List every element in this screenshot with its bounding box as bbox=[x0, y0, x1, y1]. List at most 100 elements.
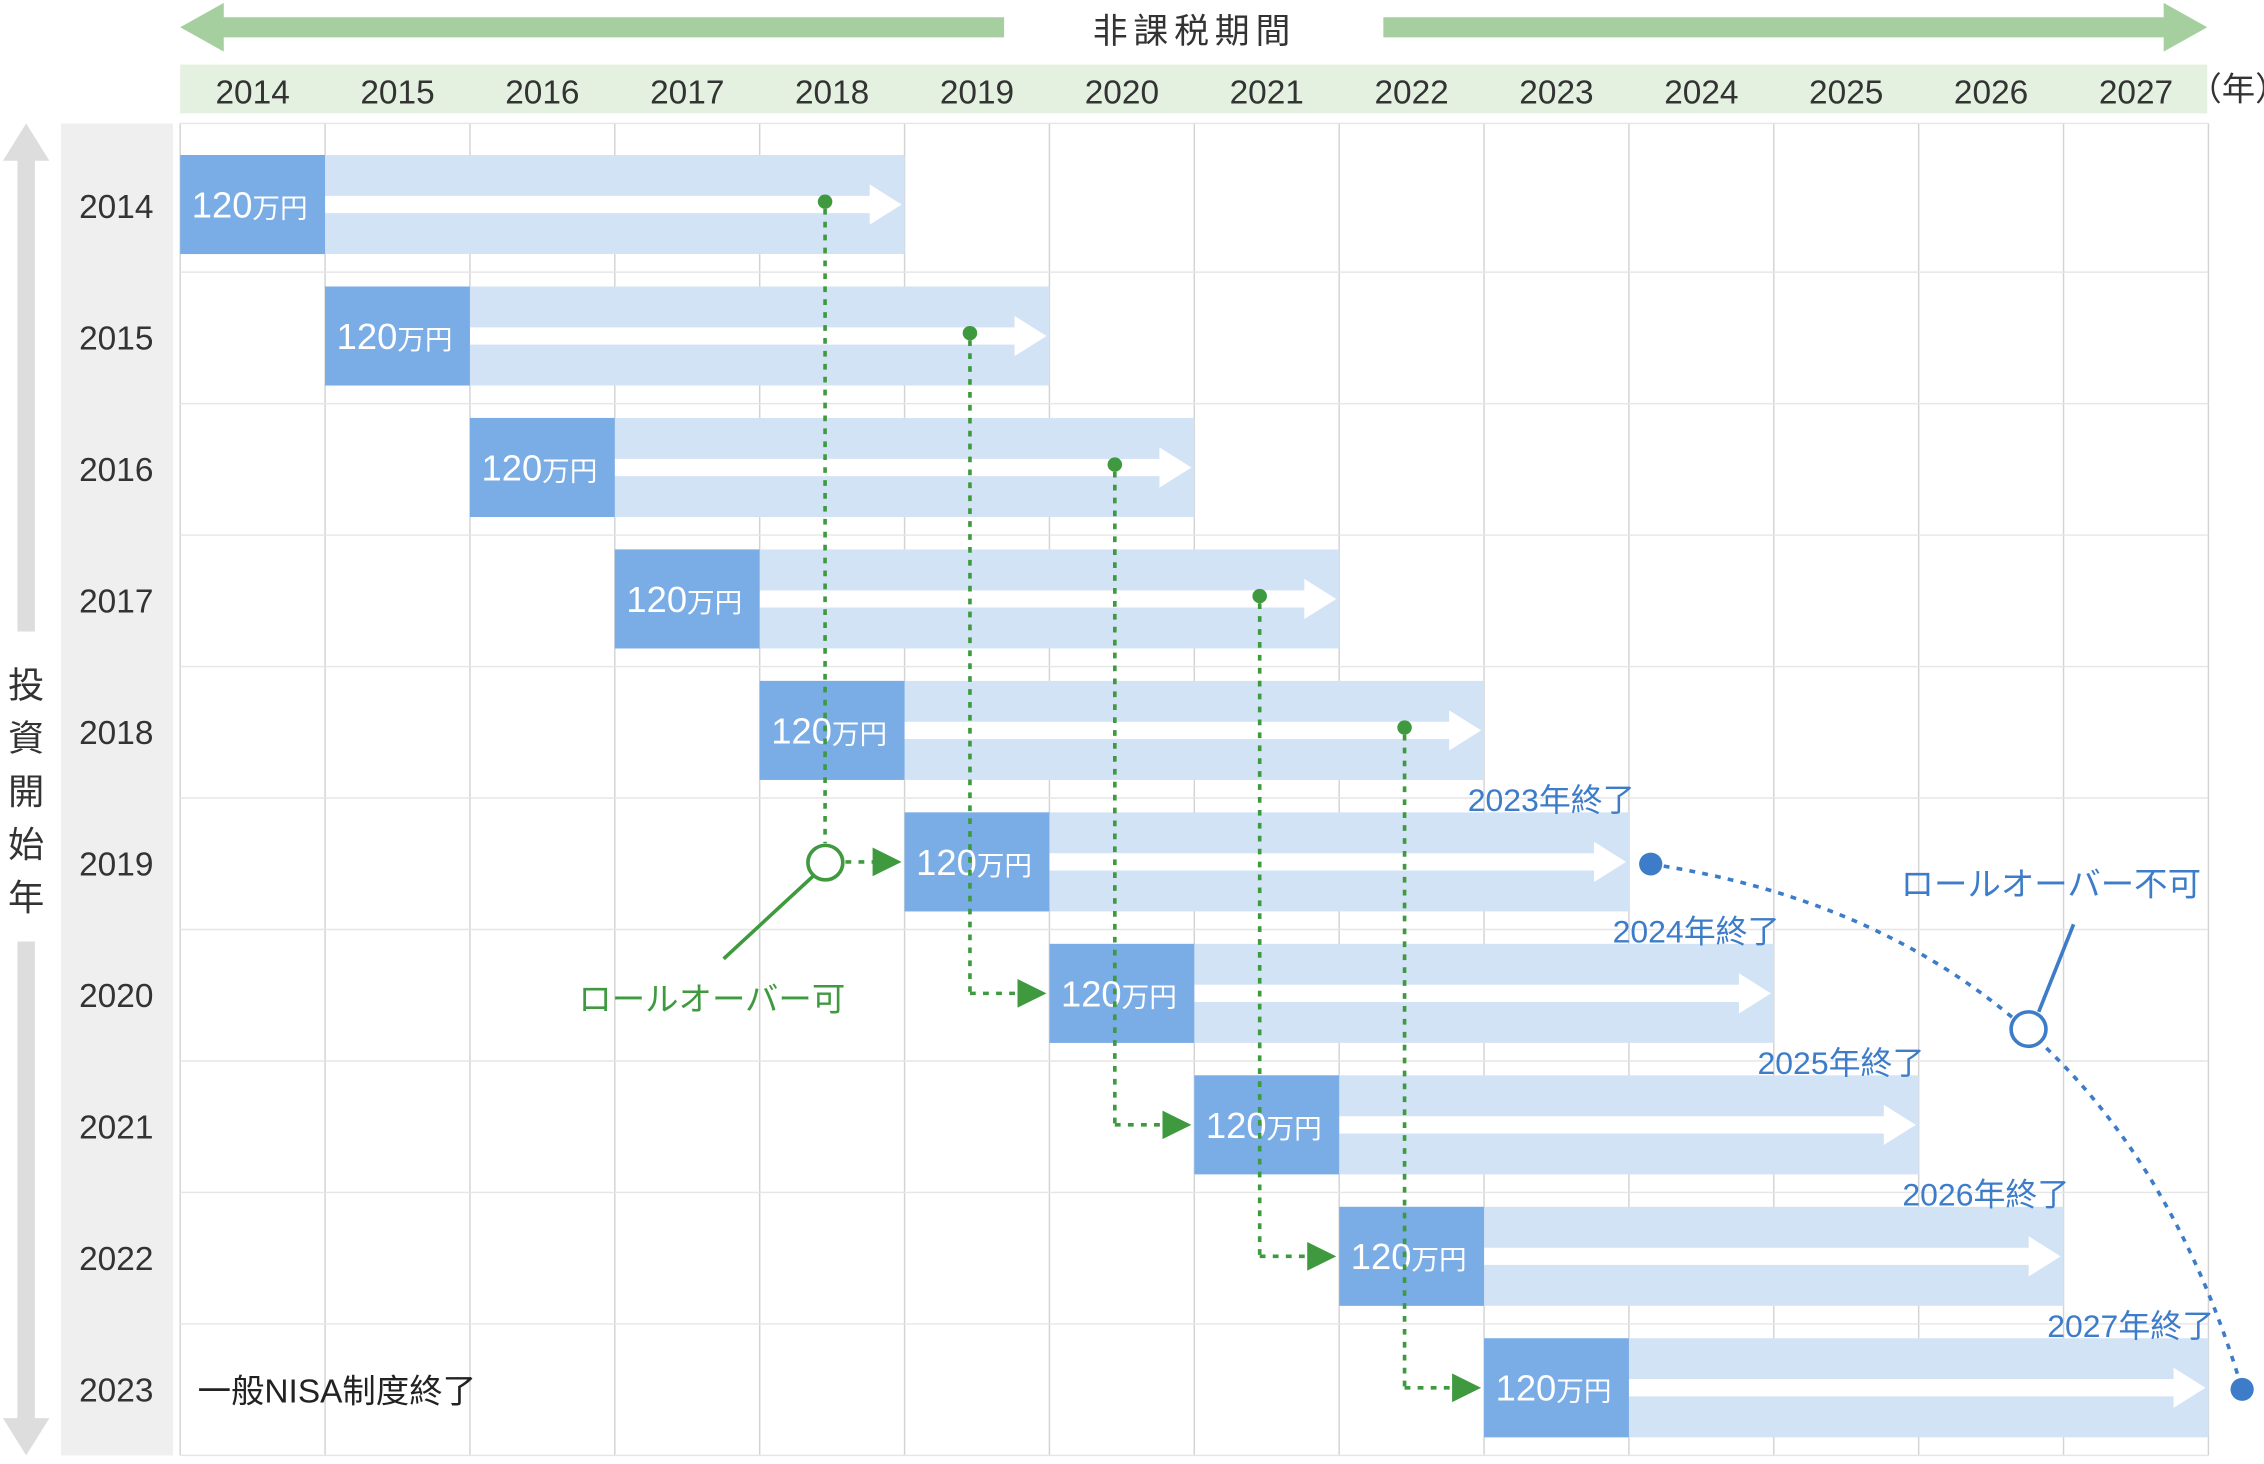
row-label-band bbox=[61, 123, 173, 1456]
rollover-ng-label: ロールオーバー不可 bbox=[1901, 867, 2201, 904]
amount-box bbox=[180, 155, 326, 255]
period-arrow bbox=[1049, 841, 1627, 882]
rollover-lines bbox=[817, 194, 1482, 1403]
year-label: 2014 bbox=[215, 75, 289, 112]
period-arrow bbox=[1194, 973, 1771, 1014]
year-header-band bbox=[180, 64, 2208, 114]
amount-label: 120万円 bbox=[482, 448, 598, 489]
year-label: 2015 bbox=[360, 75, 434, 112]
year-label: 2017 bbox=[650, 75, 724, 112]
year-label: 2024 bbox=[1664, 75, 1738, 112]
rollover-dot bbox=[1107, 457, 1123, 472]
year-label: 2023 bbox=[1519, 75, 1593, 112]
rollover-ok-line bbox=[1107, 457, 1192, 1140]
row-labels: 2014 2015 2016 2017 2018 2019 2020 2021 2022 2023 bbox=[79, 189, 153, 1409]
row-label: 2018 bbox=[79, 715, 153, 752]
investment-bar: 120万円 bbox=[614, 549, 1340, 649]
period-arrow bbox=[1484, 1236, 2061, 1277]
axis-label-char: 年 bbox=[8, 877, 44, 918]
amount-box bbox=[904, 812, 1050, 912]
row-label: 2023 bbox=[79, 1373, 153, 1410]
rollover-ok-callout: ロールオーバー可 bbox=[578, 843, 845, 1019]
rollover-dot bbox=[962, 325, 978, 341]
year-label: 2018 bbox=[795, 75, 869, 112]
year-label: 2021 bbox=[1230, 75, 1304, 112]
end-year-label: 2023年終了 bbox=[1468, 782, 1635, 818]
end-year-label: 2027年終了 bbox=[2047, 1308, 2214, 1344]
amount-box bbox=[759, 680, 905, 780]
investment-bar: 120万円 2027年終了 bbox=[1484, 1308, 2214, 1438]
rollover-dot bbox=[1252, 588, 1267, 604]
year-label: 2019 bbox=[940, 75, 1014, 112]
rollover-ok-line bbox=[1252, 588, 1337, 1271]
row-label: 2016 bbox=[79, 452, 153, 489]
investment-bar: 120万円 2024年終了 bbox=[1049, 914, 1780, 1043]
bars: 120万円120万円120万円120万円120万円120万円2023年終了120… bbox=[180, 155, 2214, 1438]
amount-box bbox=[325, 286, 470, 386]
period-arrow bbox=[904, 710, 1482, 751]
axis-label-char: 始 bbox=[8, 824, 44, 865]
row-label: 2017 bbox=[79, 584, 153, 621]
period-arrow bbox=[1628, 1367, 2206, 1408]
amount-label: 120万円 bbox=[916, 842, 1032, 883]
investment-bar: 120万円 bbox=[759, 680, 1485, 780]
period-arrow bbox=[1339, 1104, 1916, 1145]
row-label: 2019 bbox=[79, 847, 153, 884]
investment-bar: 120万円 bbox=[469, 417, 1195, 517]
year-label: 2022 bbox=[1374, 75, 1448, 112]
year-label: 2016 bbox=[505, 75, 579, 112]
period-arrow bbox=[325, 184, 902, 225]
rollover-dot bbox=[1397, 720, 1412, 735]
period-arrow bbox=[614, 447, 1192, 488]
rollover-dot bbox=[817, 194, 833, 209]
grid bbox=[179, 122, 2210, 1457]
investment-bar: 120万円 bbox=[180, 155, 905, 255]
row-label: 2014 bbox=[79, 189, 153, 226]
rollover-ok-circle bbox=[806, 843, 845, 882]
investment-bar: 120万円 2025年終了 bbox=[1194, 1045, 1924, 1175]
period-arrow bbox=[469, 315, 1047, 357]
amount-box bbox=[469, 417, 615, 517]
amount-label: 120万円 bbox=[626, 579, 742, 620]
investment-bar: 120万円 2026年終了 bbox=[1339, 1177, 2069, 1306]
year-label: 2027 bbox=[2099, 75, 2173, 112]
amount-label: 120万円 bbox=[771, 711, 887, 752]
rollover-ok-leader bbox=[722, 874, 815, 961]
year-labels: 2014 2015 2016 2017 2018 2019 2020 2021 2022 2023… bbox=[215, 75, 2173, 112]
amount-box bbox=[1049, 943, 1195, 1043]
amount-box bbox=[1194, 1075, 1340, 1175]
investment-bar: 120万円 2023年終了 bbox=[904, 782, 1635, 912]
end-year-label: 2025年終了 bbox=[1757, 1045, 1924, 1081]
amount-label: 120万円 bbox=[1206, 1105, 1322, 1146]
end-year-label: 2026年終了 bbox=[1902, 1177, 2069, 1213]
axis-label-char: 投 bbox=[8, 665, 44, 706]
row-label: 2020 bbox=[79, 978, 153, 1015]
rollover-ok-label: ロールオーバー可 bbox=[578, 982, 845, 1019]
period-arrow bbox=[759, 578, 1337, 620]
row-label: 2015 bbox=[79, 321, 153, 358]
rollover-ok-line bbox=[817, 194, 902, 877]
year-label: 2026 bbox=[1954, 75, 2028, 112]
row-label: 2021 bbox=[79, 1110, 153, 1147]
amount-label: 120万円 bbox=[1351, 1236, 1467, 1277]
non-taxable-period-arrow bbox=[180, 2, 2208, 52]
year-label: 2025 bbox=[1809, 75, 1883, 112]
amount-label: 120万円 bbox=[1496, 1368, 1612, 1409]
rollover-ok-line bbox=[1397, 720, 1482, 1403]
header-title: 非課税期間 bbox=[1093, 13, 1296, 51]
amount-box bbox=[1484, 1338, 1629, 1438]
amount-box bbox=[1339, 1206, 1485, 1306]
rollover-ng-start-dot bbox=[1639, 852, 1663, 876]
amount-box bbox=[614, 549, 760, 649]
rollover-ng-callout: ロールオーバー不可 bbox=[1639, 852, 2254, 1401]
axis-label-char: 開 bbox=[8, 771, 44, 812]
rollover-ng-leader bbox=[2037, 923, 2076, 1013]
end-year-label: 2024年終了 bbox=[1613, 914, 1780, 950]
year-label: 2020 bbox=[1085, 75, 1159, 112]
rollover-ok-line bbox=[962, 325, 1047, 1008]
axis-label-char: 資 bbox=[8, 718, 44, 759]
amount-label: 120万円 bbox=[337, 316, 453, 357]
start-year-axis-arrow bbox=[2, 123, 50, 1456]
